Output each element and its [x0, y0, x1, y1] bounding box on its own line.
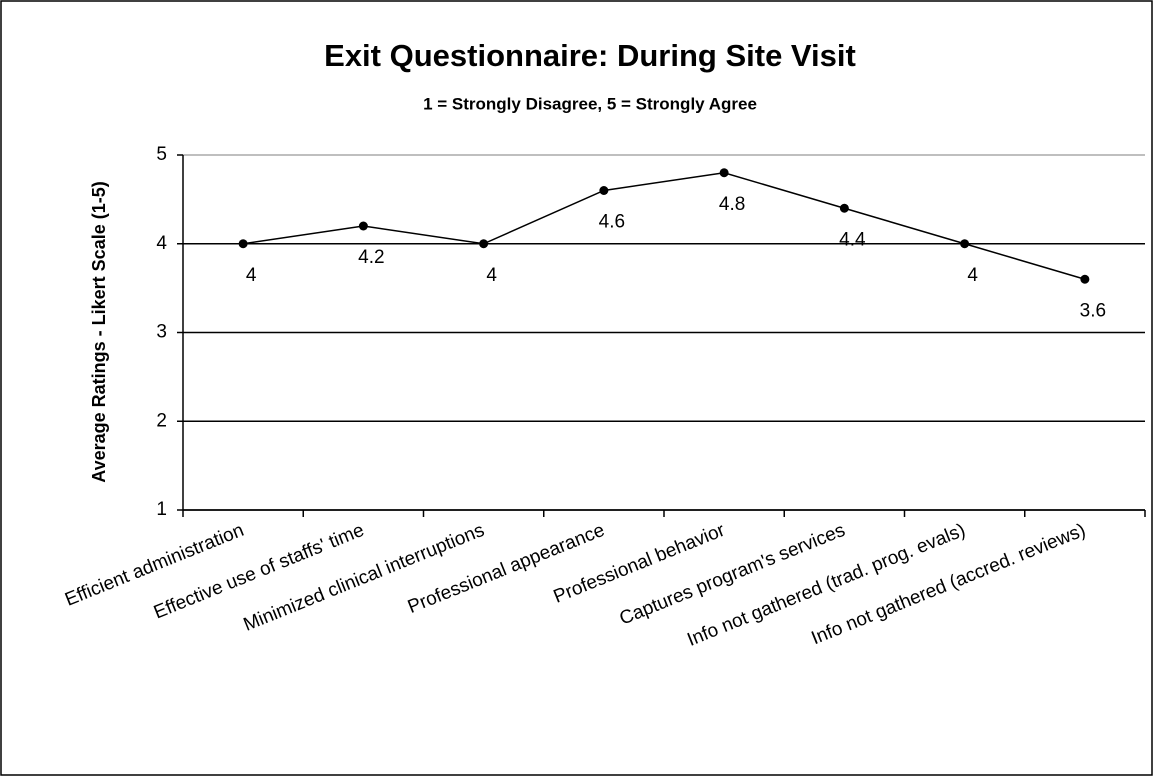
- data-line: [243, 171, 1086, 280]
- data-label: 4.8: [719, 194, 745, 215]
- data-point: [1080, 274, 1090, 284]
- data-point: [960, 239, 970, 249]
- data-point: [238, 239, 248, 249]
- y-axis-label: Average Ratings - Likert Scale (1-5): [89, 181, 109, 482]
- data-label: 4.6: [599, 212, 625, 233]
- data-point: [358, 221, 368, 231]
- y-tick-label: 2: [156, 410, 167, 431]
- data-point: [599, 186, 609, 195]
- y-tick-label: 4: [156, 233, 167, 254]
- data-label: 3.6: [1080, 300, 1106, 321]
- data-point: [719, 168, 729, 178]
- data-label: 4: [246, 265, 257, 286]
- y-tick-label: 1: [156, 499, 167, 520]
- data-label: 4: [486, 265, 497, 286]
- data-point: [839, 203, 849, 213]
- chart-title: Exit Questionnaire: During Site Visit: [324, 38, 856, 73]
- y-tick-label: 5: [156, 144, 167, 165]
- data-point: [479, 239, 489, 249]
- y-tick-label: 3: [156, 322, 167, 343]
- data-label: 4: [967, 265, 978, 286]
- chart-subtitle: 1 = Strongly Disagree, 5 = Strongly Agre…: [423, 94, 757, 113]
- data-label: 4.2: [358, 247, 384, 268]
- data-label: 4.4: [839, 229, 866, 250]
